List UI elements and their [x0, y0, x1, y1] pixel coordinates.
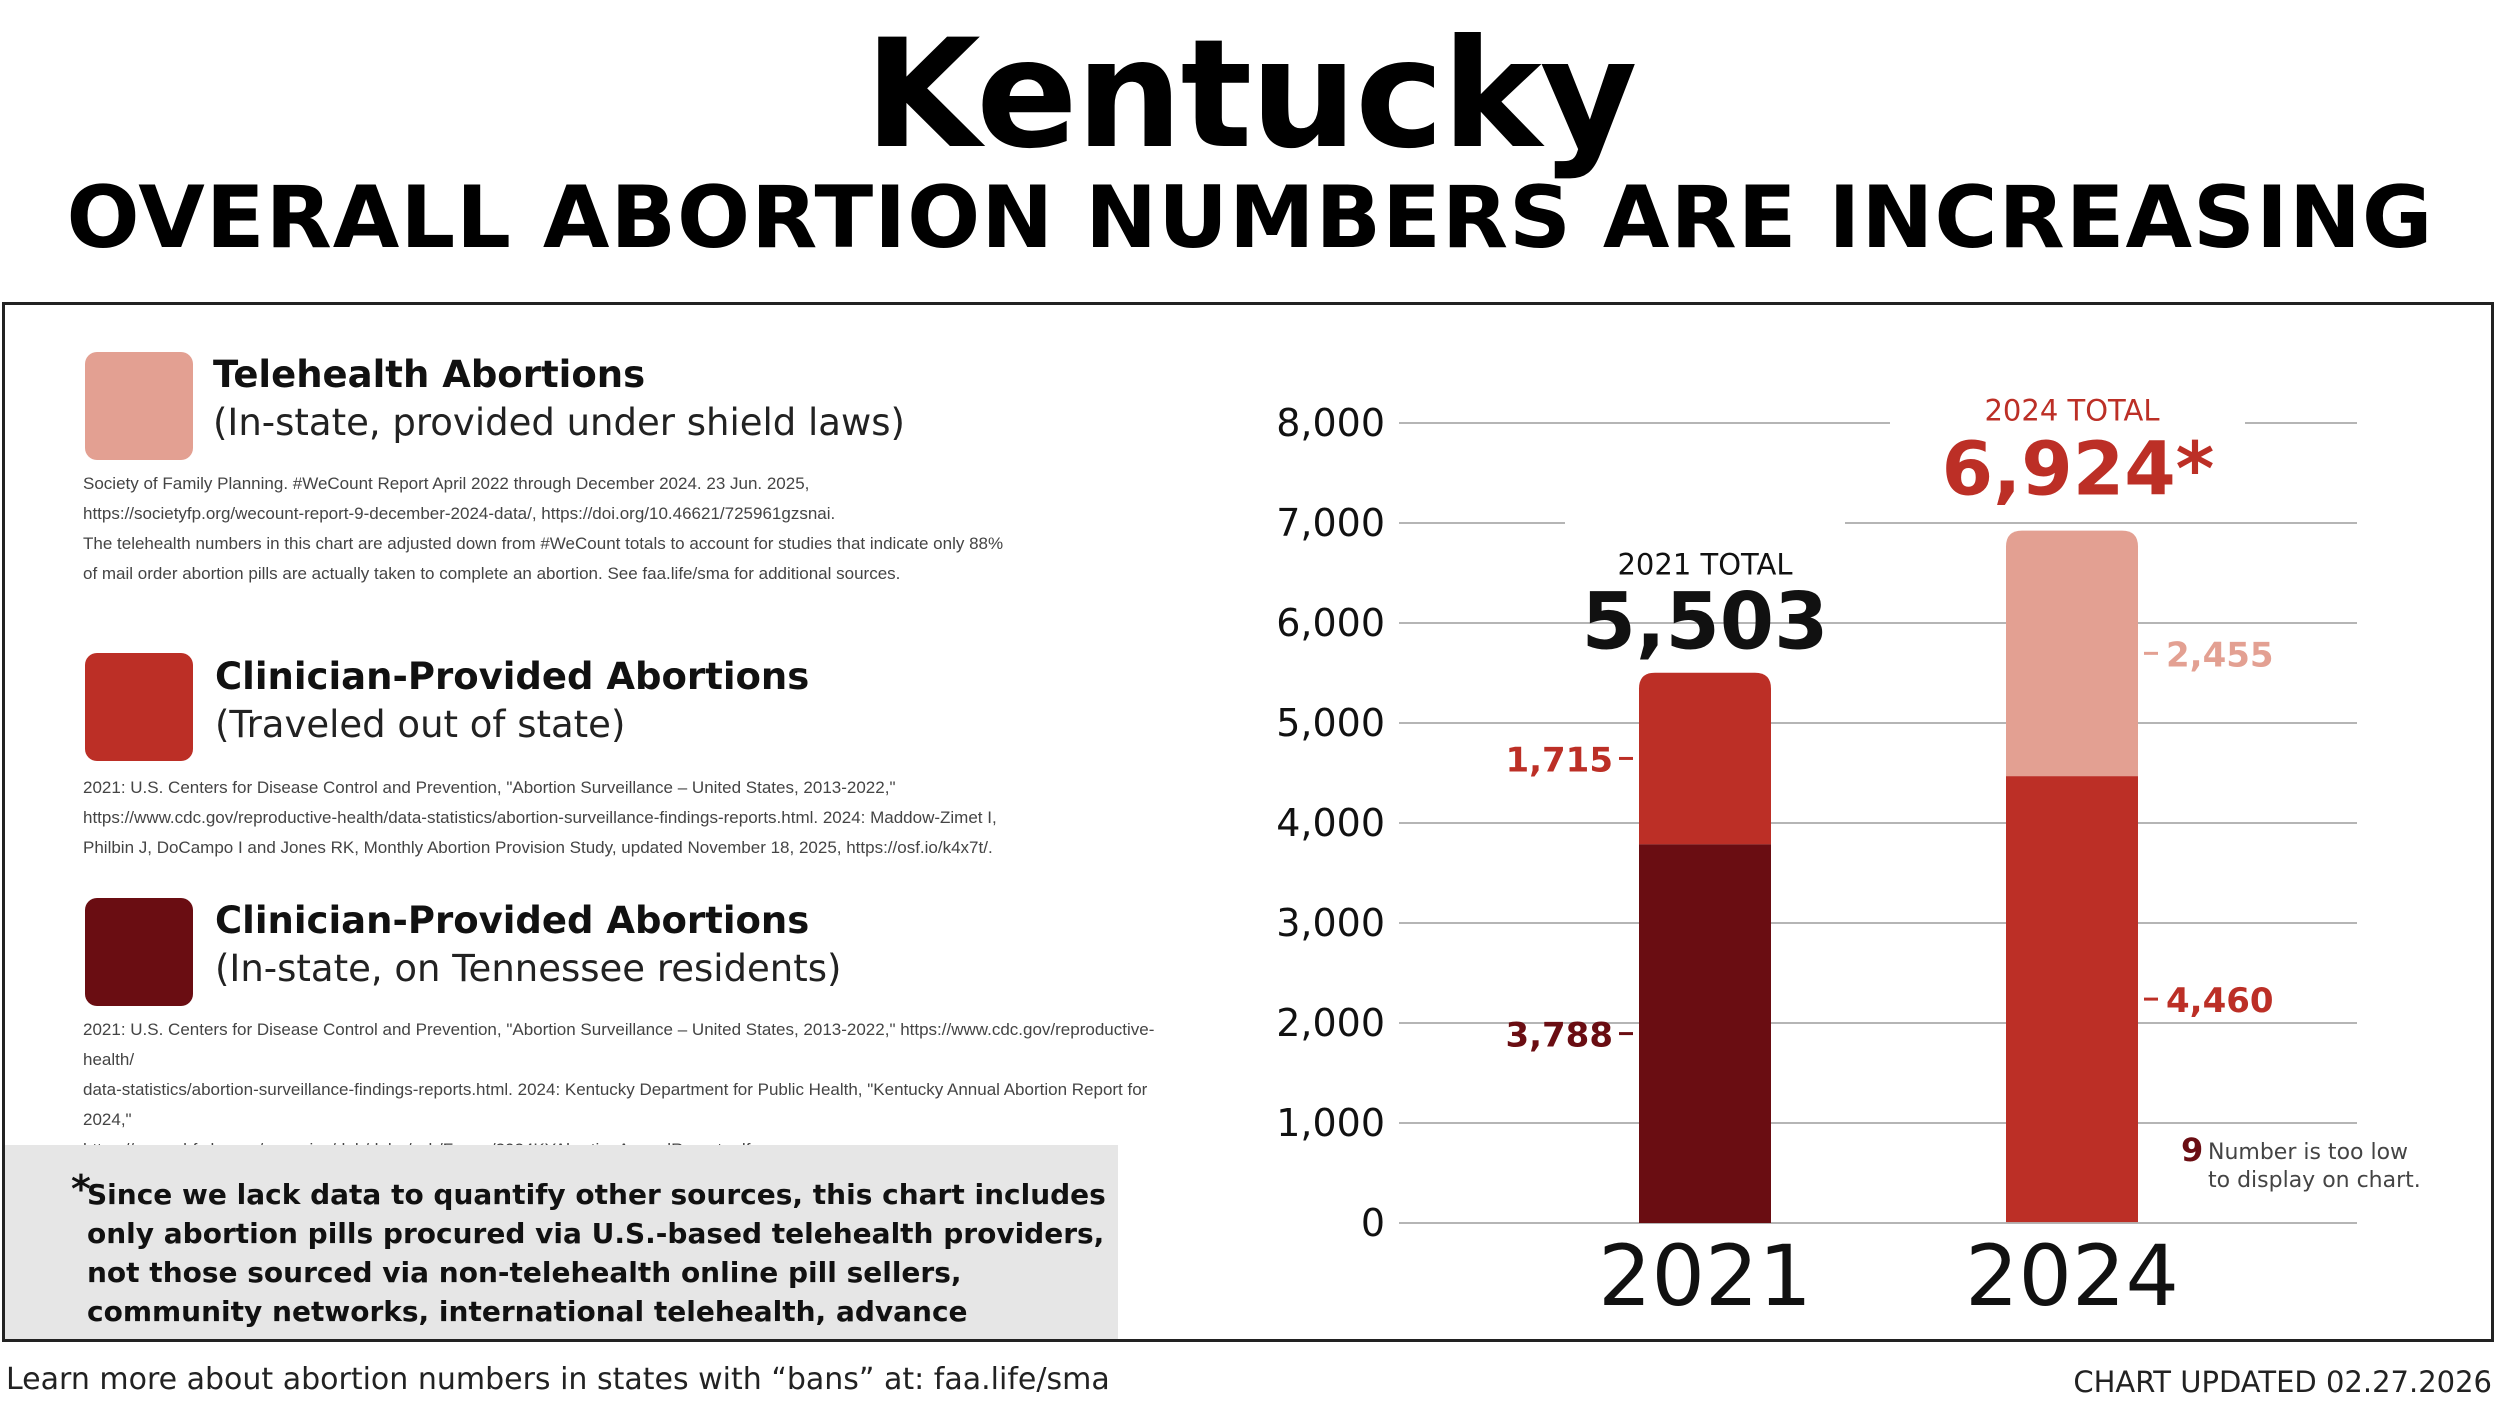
- footer-chart-updated: CHART UPDATED 02.27.2026: [2073, 1365, 2492, 1399]
- footnote-text: Since we lack data to quantify other sou…: [87, 1178, 1106, 1339]
- bar-2021-series-0: [1639, 844, 1771, 1223]
- annotation-text-line-1: Number is too low: [2208, 1140, 2408, 1165]
- total-value-0: 5,503: [1582, 578, 1829, 668]
- legend-title-telehealth: Telehealth Abortions: [213, 353, 646, 396]
- legend-subtitle-in-state: (In-state, on Tennessee residents): [215, 947, 842, 990]
- y-tick-label-5000: 5,000: [1276, 701, 1385, 745]
- legend-title-out-of-state: Clinician-Provided Abortions: [215, 655, 810, 698]
- y-tick-label-7000: 7,000: [1276, 501, 1385, 545]
- y-tick-label-4000: 4,000: [1276, 801, 1385, 845]
- page-title: Kentucky: [864, 8, 1637, 182]
- legend-swatch-out-of-state: [85, 653, 193, 761]
- data-label-2024-1: 4,460: [2166, 981, 2274, 1021]
- bar-2024-series-1: [2006, 776, 2138, 1223]
- y-tick-label-6000: 6,000: [1276, 601, 1385, 645]
- legend-source-in-state: 2021: U.S. Centers for Disease Control a…: [83, 1020, 1155, 1159]
- legend-swatch-telehealth: [85, 352, 193, 460]
- legend-source-out-of-state: 2021: U.S. Centers for Disease Control a…: [83, 778, 997, 857]
- legend-swatch-in-state: [85, 898, 193, 1006]
- stacked-bar-chart: 0 1,000 2,000 3,000 4,000 5,000 6,000 7,000 8,00…: [1276, 394, 2421, 1325]
- data-label-2024-2: 2,455: [2166, 635, 2274, 675]
- legend-subtitle-telehealth: (In-state, provided under shield laws): [213, 401, 905, 444]
- bar-2021-series-1: [1639, 672, 1771, 845]
- y-tick-label-0: 0: [1361, 1201, 1385, 1245]
- total-caption-0: 2021 TOTAL: [1617, 548, 1792, 582]
- total-caption-1: 2024 TOTAL: [1984, 394, 2159, 428]
- legend-source-telehealth: Society of Family Planning. #WeCount Rep…: [83, 474, 1004, 583]
- footer-learn-more: Learn more about abortion numbers in sta…: [6, 1362, 1110, 1397]
- x-category-label-2021: 2021: [1598, 1227, 1812, 1325]
- annotation-text-line-2: to display on chart.: [2208, 1168, 2421, 1193]
- bar-2024-series-2: [2006, 530, 2138, 777]
- footnote-asterisk: *: [71, 1167, 91, 1211]
- page-subtitle: OVERALL ABORTION NUMBERS ARE INCREASING: [66, 168, 2434, 268]
- y-tick-label-8000: 8,000: [1276, 401, 1385, 445]
- chart-frame: Telehealth Abortions (In-state, provided…: [2, 302, 2494, 1342]
- y-tick-label-2000: 2,000: [1276, 1001, 1385, 1045]
- annotation-value: 9: [2181, 1131, 2203, 1169]
- footnote-box: * Since we lack data to quantify other s…: [5, 1145, 1118, 1339]
- annotation-text: Number is too low to display on chart.: [2208, 1140, 2421, 1193]
- x-category-label-2024: 2024: [1965, 1227, 2179, 1325]
- y-tick-label-3000: 3,000: [1276, 901, 1385, 945]
- total-value-1: 6,924*: [1942, 427, 2215, 513]
- y-tick-label-1000: 1,000: [1276, 1101, 1385, 1145]
- legend-title-in-state: Clinician-Provided Abortions: [215, 899, 810, 942]
- data-label-2021-0: 3,788: [1505, 1016, 1613, 1056]
- data-label-2021-1: 1,715: [1505, 740, 1613, 780]
- legend-subtitle-out-of-state: (Traveled out of state): [215, 703, 626, 746]
